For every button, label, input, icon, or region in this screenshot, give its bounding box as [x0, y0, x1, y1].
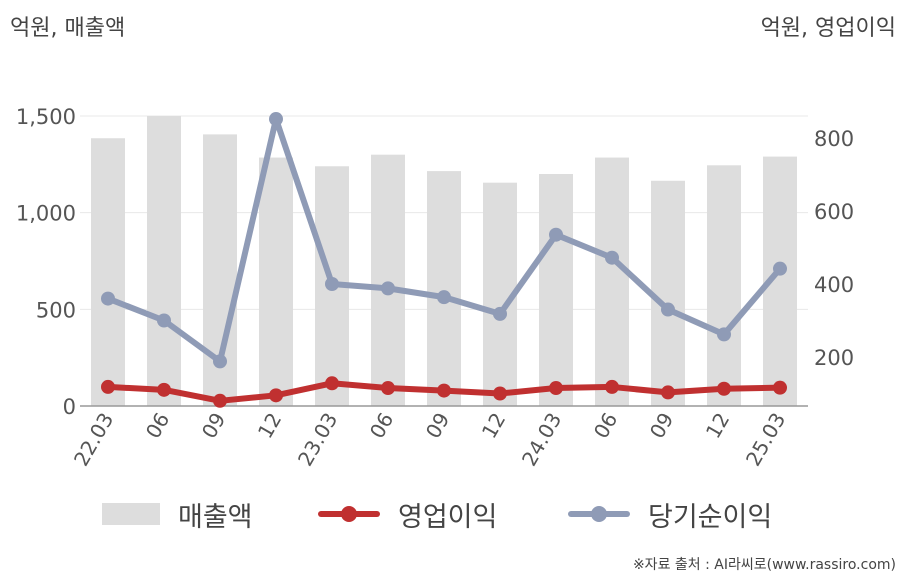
legend-label-operating: 영업이익 — [398, 501, 498, 533]
y-left-tick-label: 1,500 — [16, 105, 76, 129]
sales-bar — [427, 171, 461, 406]
y-right-tick-label: 400 — [814, 273, 854, 297]
operating-profit-point — [437, 383, 451, 398]
legend-swatch-operating — [318, 503, 380, 525]
operating-profit-point — [381, 381, 395, 396]
y-left-tick-label: 0 — [63, 395, 76, 419]
net-income-point — [213, 354, 227, 369]
operating-profit-point — [549, 381, 563, 396]
operating-profit-point — [605, 379, 619, 394]
x-tick-label: 09 — [645, 409, 679, 443]
sales-bar — [91, 138, 125, 406]
legend-label-net: 당기순이익 — [648, 501, 773, 533]
profit-lines — [101, 112, 787, 408]
net-income-point — [549, 227, 563, 242]
operating-profit-point — [493, 386, 507, 401]
legend-item-sales[interactable]: 매출액 — [102, 492, 253, 536]
legend-swatch-net — [568, 503, 630, 525]
net-income-point — [101, 291, 115, 306]
operating-profit-point — [157, 382, 171, 397]
x-tick-label: 25.03 — [741, 409, 790, 471]
sales-bar — [707, 165, 741, 406]
legend-item-operating[interactable]: 영업이익 — [318, 492, 497, 536]
x-tick-label: 09 — [197, 409, 231, 443]
y-right-tick-label: 800 — [814, 127, 854, 151]
x-tick-label: 23.03 — [293, 409, 342, 471]
source-note: ※자료 출처 : AI라씨로(www.rassiro.com) — [632, 557, 896, 573]
operating-profit-point — [269, 388, 283, 403]
sales-bar — [259, 157, 293, 406]
y-right-tick-label: 200 — [814, 346, 854, 370]
sales-bar — [147, 116, 181, 406]
net-income-point — [773, 261, 787, 276]
net-income-point — [269, 112, 283, 127]
x-tick-label: 12 — [701, 409, 735, 443]
x-tick-label: 06 — [141, 409, 175, 443]
operating-profit-point — [773, 380, 787, 395]
legend-swatch-sales — [102, 503, 160, 525]
net-income-point — [157, 313, 171, 328]
y-left-tick-label: 1,000 — [16, 202, 76, 226]
x-tick-label: 06 — [365, 409, 399, 443]
sales-bar — [371, 154, 405, 406]
sales-bar — [651, 180, 685, 406]
x-tick-label: 09 — [421, 409, 455, 443]
operating-profit-point — [101, 379, 115, 394]
operating-profit-point — [717, 381, 731, 396]
x-tick-label: 12 — [477, 409, 511, 443]
net-income-point — [605, 250, 619, 265]
x-tick-label: 12 — [253, 409, 287, 443]
y-left-tick-label: 500 — [36, 298, 76, 322]
net-income-point — [717, 327, 731, 342]
net-income-point — [493, 306, 507, 321]
operating-profit-point — [661, 385, 675, 400]
sales-bar — [539, 174, 573, 406]
legend-label-sales: 매출액 — [178, 501, 253, 533]
net-income-point — [437, 290, 451, 305]
right-axis-unit: 억원, 영업이익 — [760, 16, 896, 41]
net-income-point — [325, 277, 339, 291]
x-tick-label: 06 — [589, 409, 623, 443]
sales-bars — [91, 116, 797, 406]
legend-item-net[interactable]: 당기순이익 — [568, 492, 772, 536]
operating-profit-point — [213, 393, 227, 408]
x-tick-label: 24.03 — [517, 409, 566, 471]
net-income-point — [661, 302, 675, 317]
left-axis-unit: 억원, 매출액 — [10, 16, 126, 41]
net-income-point — [381, 281, 395, 296]
sales-bar — [595, 157, 629, 406]
legend: 매출액 영업이익 당기순이익 — [0, 492, 908, 536]
x-tick-label: 22.03 — [69, 409, 118, 471]
y-right-tick-label: 600 — [814, 200, 854, 224]
operating-profit-point — [325, 376, 339, 391]
